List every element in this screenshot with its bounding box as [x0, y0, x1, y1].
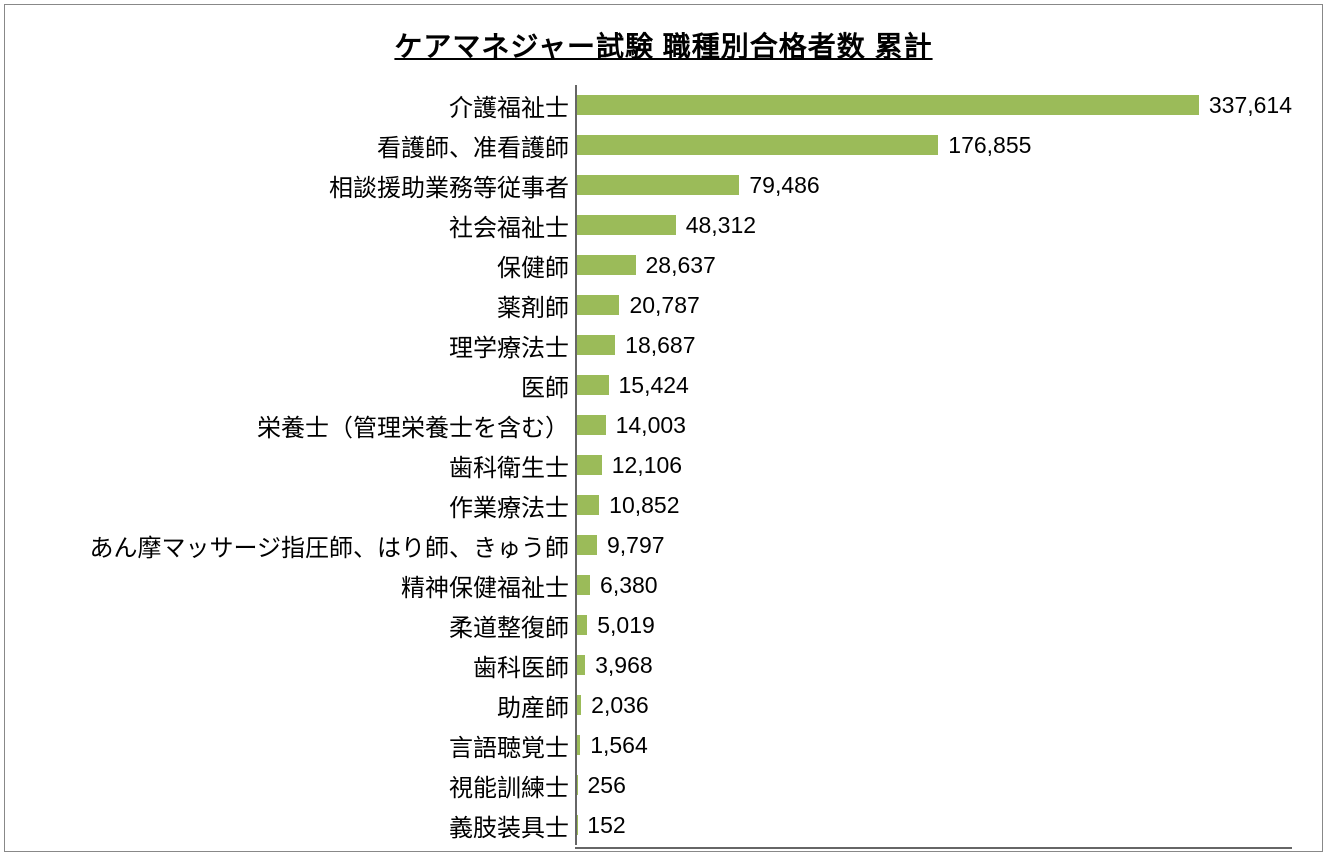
bar-fill — [577, 335, 615, 355]
bar-row: 義肢装具士152 — [35, 805, 1292, 845]
bar-fill — [577, 655, 585, 675]
bar-track: 20,787 — [575, 285, 1292, 325]
bar-value-label: 12,106 — [602, 452, 682, 479]
bar-row: 助産師2,036 — [35, 685, 1292, 725]
bars-area: 介護福祉士 337,614 看護師、准看護師 176,855 相談援助業務等従事者 79,… — [35, 85, 1292, 845]
chart-body: 介護福祉士 337,614 看護師、准看護師 176,855 相談援助業務等従事者 79,… — [35, 85, 1292, 845]
bar-fill — [577, 495, 599, 515]
bar-track: 256 — [575, 765, 1292, 805]
bar-fill — [577, 535, 597, 555]
bar-fill — [577, 135, 938, 155]
bar-fill — [577, 415, 606, 435]
bar-fill — [577, 95, 1199, 115]
bar-track: 152 — [575, 805, 1292, 845]
bar-value-label: 2,036 — [581, 692, 649, 719]
bar-track: 2,036 — [575, 685, 1292, 725]
bar-row: 社会福祉士 48,312 — [35, 205, 1292, 245]
x-axis-line — [575, 847, 1292, 849]
bar-value-label: 79,486 — [739, 172, 819, 199]
bar-track: 5,019 — [575, 605, 1292, 645]
bar-track: 79,486 — [575, 165, 1292, 205]
bar-value-label: 256 — [578, 772, 626, 799]
bar-category-label: 視能訓練士 — [35, 768, 575, 803]
bar-value-label: 1,564 — [580, 732, 648, 759]
bar-category-label: 看護師、准看護師 — [35, 128, 575, 163]
bar-row: 保健師 28,637 — [35, 245, 1292, 285]
bar-value-label: 9,797 — [597, 532, 665, 559]
bar-value-label: 48,312 — [676, 212, 756, 239]
bar-value-label: 176,855 — [938, 132, 1031, 159]
bar-track: 14,003 — [575, 405, 1292, 445]
bar-track: 15,424 — [575, 365, 1292, 405]
bar-value-label: 10,852 — [599, 492, 679, 519]
bar-row: 医師 15,424 — [35, 365, 1292, 405]
bar-row: 歯科医師 3,968 — [35, 645, 1292, 685]
bar-track: 28,637 — [575, 245, 1292, 285]
bar-row: 栄養士（管理栄養士を含む） 14,003 — [35, 405, 1292, 445]
bar-category-label: 介護福祉士 — [35, 88, 575, 123]
bar-category-label: 社会福祉士 — [35, 208, 575, 243]
bar-track: 12,106 — [575, 445, 1292, 485]
bar-fill — [577, 255, 636, 275]
bar-category-label: 柔道整復師 — [35, 608, 575, 643]
bar-row: 理学療法士 18,687 — [35, 325, 1292, 365]
bar-value-label: 28,637 — [636, 252, 716, 279]
bar-value-label: 152 — [577, 812, 625, 839]
bar-value-label: 20,787 — [619, 292, 699, 319]
bar-value-label: 18,687 — [615, 332, 695, 359]
bar-row: 柔道整復師 5,019 — [35, 605, 1292, 645]
chart-title: ケアマネジャー試験 職種別合格者数 累計 — [35, 25, 1292, 65]
bar-row: 視能訓練士256 — [35, 765, 1292, 805]
bar-category-label: 言語聴覚士 — [35, 728, 575, 763]
bar-fill — [577, 455, 602, 475]
bar-fill — [577, 375, 609, 395]
bar-category-label: 作業療法士 — [35, 488, 575, 523]
chart-container: ケアマネジャー試験 職種別合格者数 累計 介護福祉士 337,614 看護師、准看護… — [4, 4, 1323, 852]
bar-category-label: 歯科医師 — [35, 648, 575, 683]
bar-track: 9,797 — [575, 525, 1292, 565]
bar-track: 18,687 — [575, 325, 1292, 365]
bar-category-label: あん摩マッサージ指圧師、はり師、きゅう師 — [35, 528, 575, 563]
bar-track: 6,380 — [575, 565, 1292, 605]
bar-value-label: 337,614 — [1199, 92, 1292, 119]
bar-track: 176,855 — [575, 125, 1292, 165]
bar-row: 介護福祉士 337,614 — [35, 85, 1292, 125]
bar-fill — [577, 175, 739, 195]
bar-fill — [577, 295, 619, 315]
bar-value-label: 14,003 — [606, 412, 686, 439]
bar-row: 作業療法士 10,852 — [35, 485, 1292, 525]
bar-track: 1,564 — [575, 725, 1292, 765]
bar-value-label: 15,424 — [609, 372, 689, 399]
bar-track: 48,312 — [575, 205, 1292, 245]
bar-category-label: 歯科衛生士 — [35, 448, 575, 483]
bar-row: 歯科衛生士 12,106 — [35, 445, 1292, 485]
bar-category-label: 相談援助業務等従事者 — [35, 168, 575, 203]
bar-value-label: 6,380 — [590, 572, 658, 599]
bar-value-label: 5,019 — [587, 612, 655, 639]
bar-row: 言語聴覚士1,564 — [35, 725, 1292, 765]
bar-category-label: 精神保健福祉士 — [35, 568, 575, 603]
bar-track: 337,614 — [575, 85, 1292, 125]
bar-track: 10,852 — [575, 485, 1292, 525]
bar-value-label: 3,968 — [585, 652, 653, 679]
bar-row: 精神保健福祉士 6,380 — [35, 565, 1292, 605]
bar-fill — [577, 575, 590, 595]
bar-row: 看護師、准看護師 176,855 — [35, 125, 1292, 165]
bar-fill — [577, 615, 587, 635]
bar-category-label: 薬剤師 — [35, 288, 575, 323]
bar-category-label: 助産師 — [35, 688, 575, 723]
bar-category-label: 保健師 — [35, 248, 575, 283]
bar-category-label: 義肢装具士 — [35, 808, 575, 843]
bar-track: 3,968 — [575, 645, 1292, 685]
bar-row: 相談援助業務等従事者 79,486 — [35, 165, 1292, 205]
bar-row: 薬剤師 20,787 — [35, 285, 1292, 325]
bar-row: あん摩マッサージ指圧師、はり師、きゅう師 9,797 — [35, 525, 1292, 565]
bar-category-label: 医師 — [35, 368, 575, 403]
bar-category-label: 理学療法士 — [35, 328, 575, 363]
bar-category-label: 栄養士（管理栄養士を含む） — [35, 408, 575, 443]
bar-fill — [577, 215, 676, 235]
